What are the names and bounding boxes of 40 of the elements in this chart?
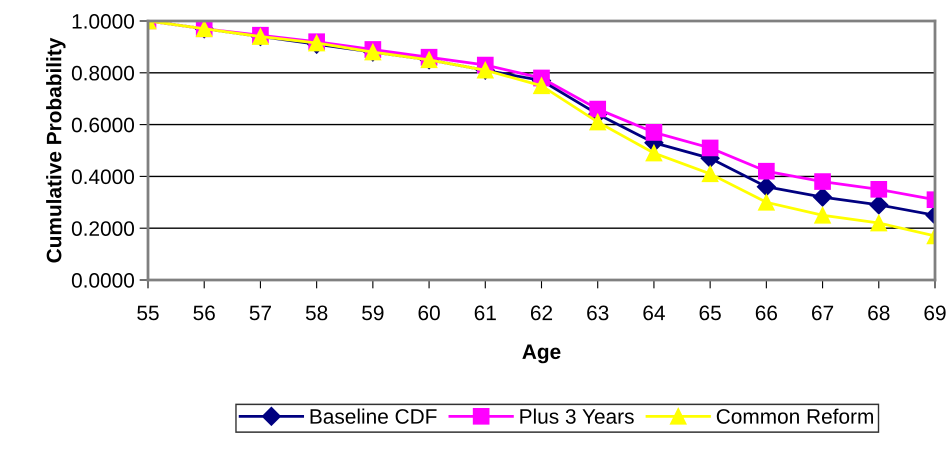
y-tick-label: 0.0000 [72, 273, 134, 288]
point [814, 206, 831, 224]
x-tick-label: 58 [306, 306, 328, 320]
point [702, 165, 718, 182]
point [758, 162, 775, 180]
x-tick-label: 65 [700, 306, 721, 320]
point [589, 114, 606, 130]
x-tick-label: 63 [587, 306, 608, 320]
x-tick-label: 64 [643, 306, 665, 320]
y-tick-label: 1.0000 [72, 14, 134, 29]
x-tick-label: 59 [362, 306, 384, 320]
point [758, 194, 775, 211]
legend-label: Plus 3 Years [520, 408, 634, 424]
x-tick-label: 57 [250, 306, 271, 320]
y-tick-label: 0.4000 [72, 169, 134, 184]
y-tick-label: 0.2000 [72, 221, 134, 236]
legend-label: Baseline CDF [310, 408, 437, 424]
x-tick-label: 69 [924, 306, 946, 320]
x-tick-label: 67 [812, 306, 834, 320]
point [814, 173, 831, 190]
point [813, 188, 832, 207]
point [589, 100, 606, 118]
x-axis-title: Age [522, 344, 560, 364]
x-tick-label: 56 [193, 306, 215, 320]
y-tick-label: 0.8000 [72, 66, 134, 81]
point [646, 144, 662, 162]
x-tick-label: 60 [418, 306, 440, 320]
x-tick-label: 66 [756, 306, 778, 320]
point [702, 140, 718, 156]
y-axis-title: Cumulative Probability [46, 38, 66, 263]
x-tick-label: 68 [868, 306, 890, 320]
point [646, 124, 662, 141]
x-tick-label: 55 [137, 306, 159, 320]
y-tick-label: 0.6000 [72, 118, 134, 132]
point [533, 77, 550, 94]
point [870, 181, 888, 198]
x-tick-label: 61 [474, 306, 496, 320]
legend-label: Common Reform [716, 408, 873, 424]
point [870, 214, 888, 232]
x-tick-label: 62 [530, 306, 552, 320]
